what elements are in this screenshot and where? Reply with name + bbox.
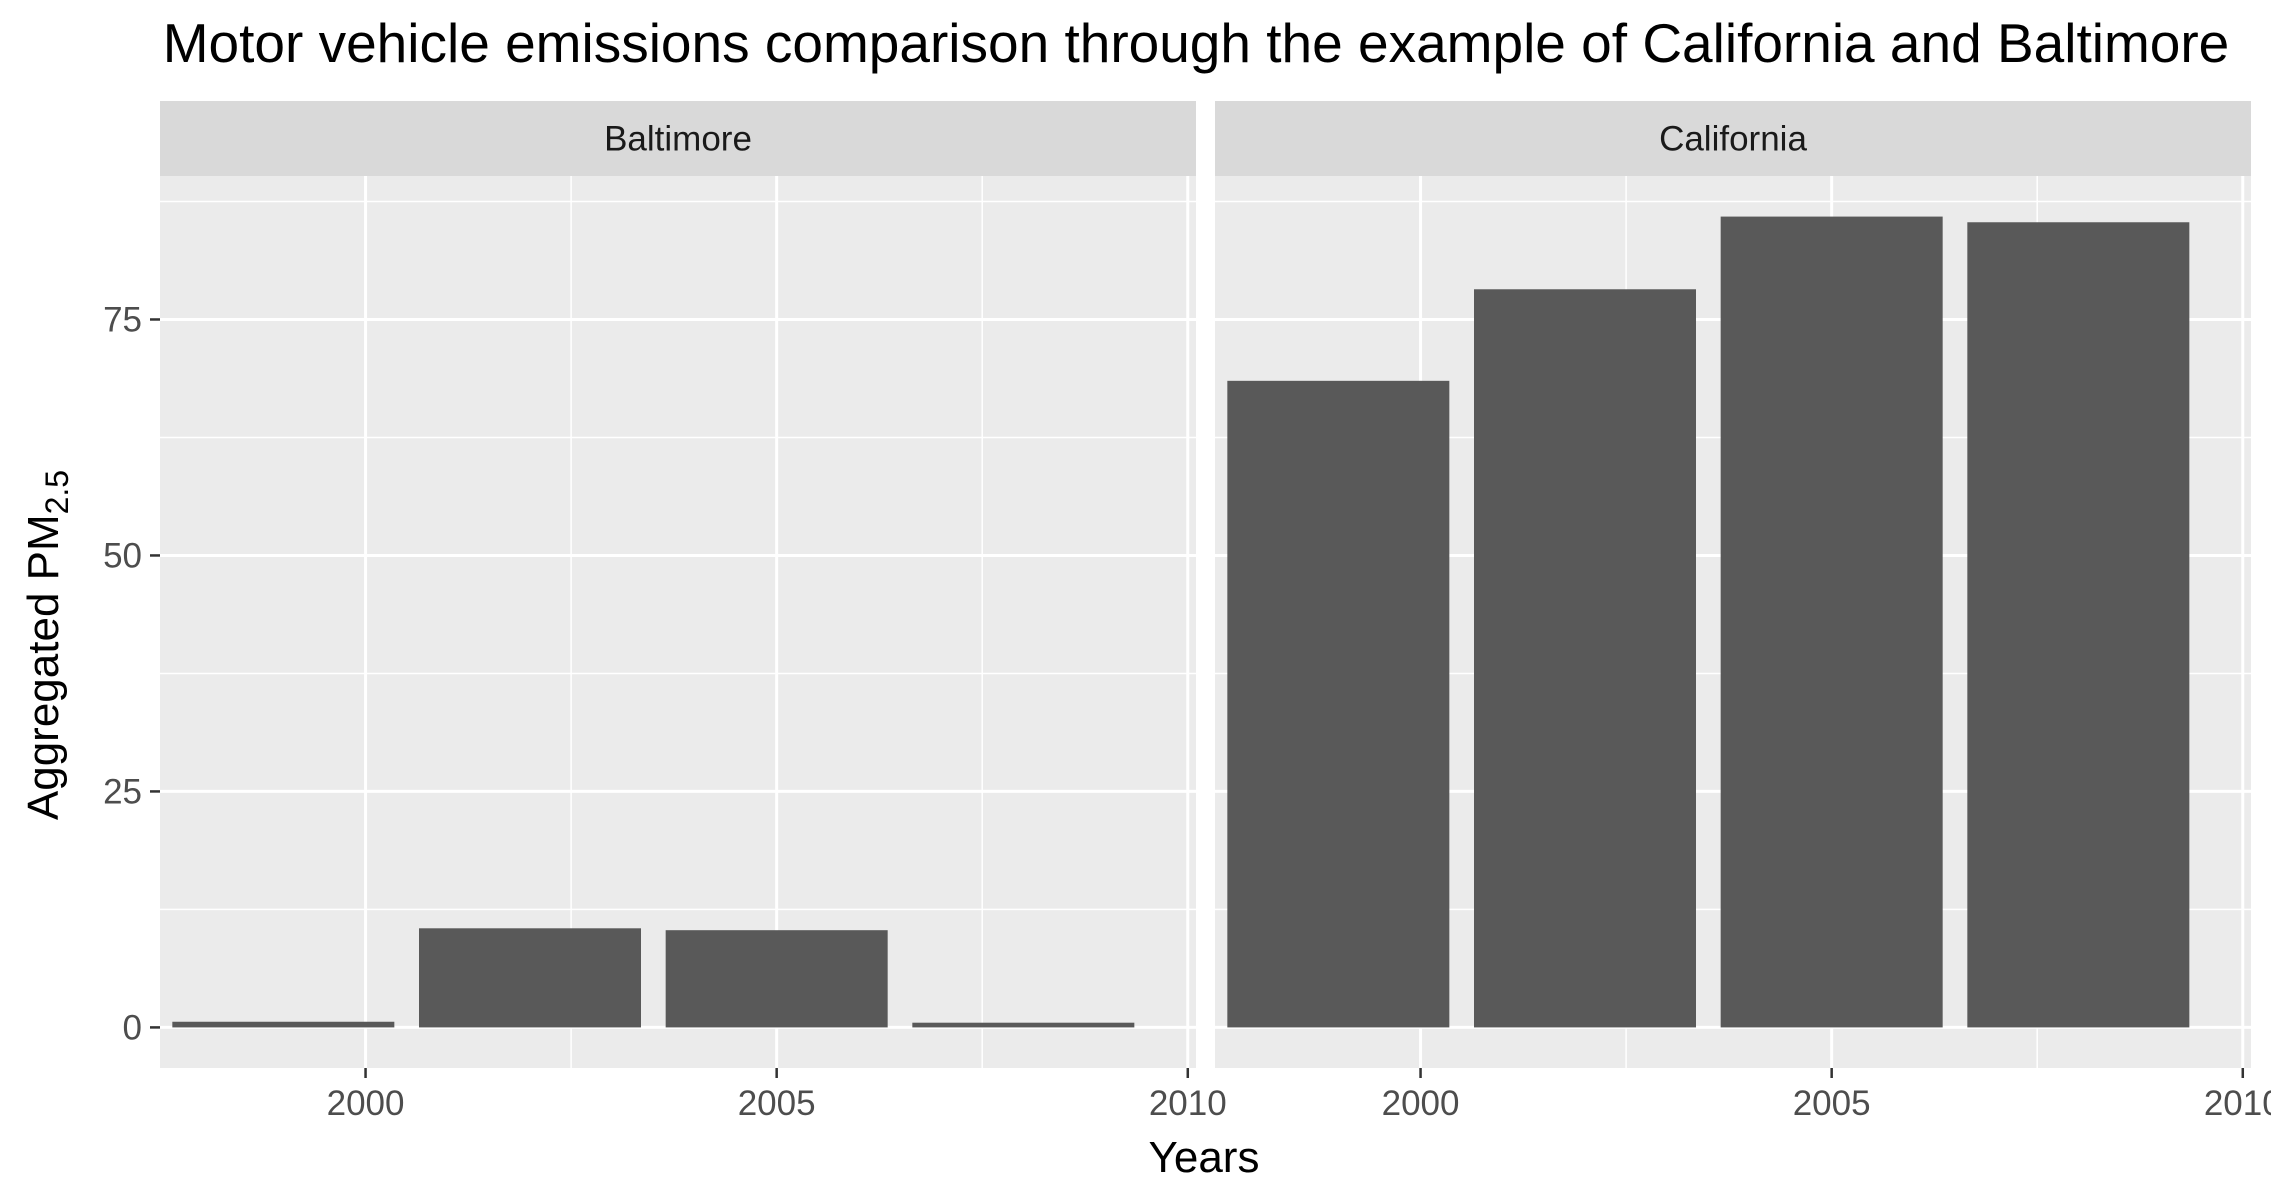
y-tick-label: 25 xyxy=(103,772,142,811)
panel-california: California 2000 2005 2010 xyxy=(1215,101,2271,1123)
strip-background xyxy=(1215,101,2251,176)
strip-background xyxy=(160,101,1196,176)
y-axis: 0 25 50 75 xyxy=(103,300,160,1047)
bar-baltimore-2005 xyxy=(665,930,888,1028)
x-tick-label: 2000 xyxy=(327,1084,405,1123)
x-tick-label: 2010 xyxy=(1149,1084,1227,1123)
x-axis-title: Years xyxy=(1149,1133,1260,1182)
chart-title: Motor vehicle emissions comparison throu… xyxy=(163,12,2230,74)
x-tick-label: 2000 xyxy=(1382,1084,1460,1123)
y-tick-label: 0 xyxy=(123,1008,142,1047)
panels-layer: Baltimore 2000 2005 2010 California 2000 2005 2… xyxy=(160,101,2271,1123)
bar-california-2008 xyxy=(1967,222,2190,1028)
y-axis-title: Aggregated PM2.5 xyxy=(19,470,75,820)
bar-baltimore-2002 xyxy=(419,928,641,1028)
panel-baltimore: Baltimore 2000 2005 2010 xyxy=(160,101,1227,1123)
y-axis-title-main: Aggregated PM xyxy=(19,514,68,820)
bar-california-1999 xyxy=(1227,380,1450,1028)
x-tick-label: 2005 xyxy=(1793,1084,1871,1123)
bar-california-2002 xyxy=(1474,289,1696,1028)
bar-california-2005 xyxy=(1720,216,1943,1028)
panel-background xyxy=(160,176,1196,1068)
x-tick-label: 2010 xyxy=(2204,1084,2271,1123)
bar-baltimore-2008 xyxy=(912,1022,1135,1028)
strip-label: California xyxy=(1659,120,1807,159)
y-tick-label: 50 xyxy=(103,536,142,575)
y-tick-label: 75 xyxy=(103,300,142,339)
x-tick-label: 2005 xyxy=(738,1084,816,1123)
strip-label: Baltimore xyxy=(604,120,752,159)
bar-baltimore-1999 xyxy=(172,1021,395,1028)
y-axis-title-subscript: 2.5 xyxy=(39,470,75,514)
